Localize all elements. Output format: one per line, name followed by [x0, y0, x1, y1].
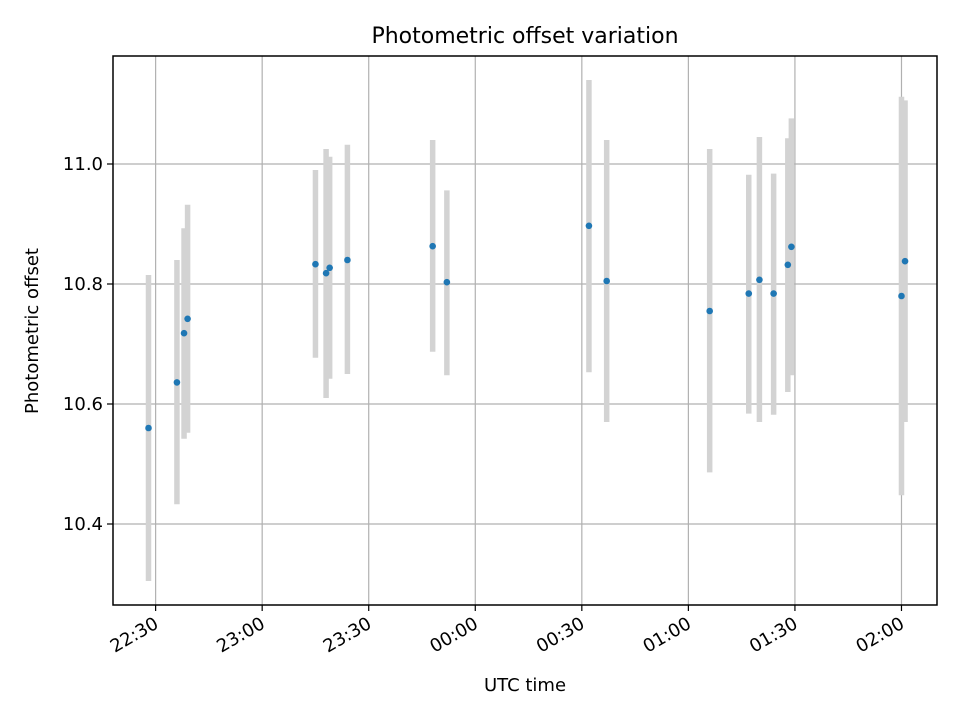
data-point	[770, 290, 777, 297]
data-point	[145, 424, 152, 432]
data-point	[901, 257, 909, 265]
y-axis-label: Photometric offset	[22, 248, 43, 414]
y-tick-label: 11.0	[63, 154, 103, 175]
x-tick-label: 00:30	[533, 613, 588, 657]
data-point	[312, 260, 319, 268]
chart-title: Photometric offset variation	[371, 24, 678, 49]
y-tick-label: 10.6	[63, 394, 103, 415]
data-points	[145, 222, 909, 432]
x-axis-label: UTC time	[484, 675, 566, 696]
data-point	[443, 278, 451, 286]
y-tick-label: 10.4	[63, 514, 103, 535]
plot-frame	[112, 55, 938, 606]
data-point	[585, 222, 593, 230]
x-tick-label: 01:30	[746, 613, 801, 657]
x-tick-label: 02:00	[853, 613, 908, 657]
data-point	[788, 243, 795, 251]
data-point	[322, 269, 330, 277]
x-tick-label: 01:00	[639, 613, 694, 657]
data-point	[173, 379, 181, 386]
x-tick-label: 22:30	[107, 613, 162, 657]
data-point	[344, 256, 351, 264]
data-point	[784, 261, 792, 269]
data-point	[326, 264, 333, 272]
data-point	[745, 290, 753, 297]
x-tick-label: 00:00	[426, 613, 481, 657]
data-point	[429, 242, 436, 250]
data-point	[756, 276, 763, 284]
data-point	[603, 277, 610, 285]
data-point	[706, 307, 713, 315]
data-point	[184, 315, 191, 323]
data-point	[180, 329, 188, 337]
x-tick-label: 23:00	[213, 613, 268, 657]
data-point	[898, 292, 905, 300]
grid	[113, 56, 937, 605]
y-tick-label: 10.8	[63, 274, 103, 295]
x-tick-label: 23:30	[320, 613, 375, 657]
